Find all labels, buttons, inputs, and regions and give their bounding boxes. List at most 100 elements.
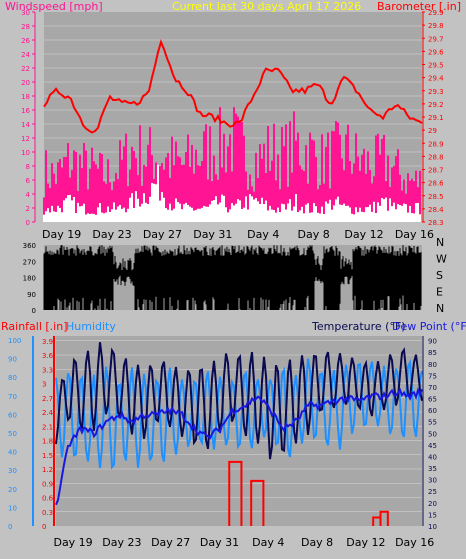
temperature-tick: 65 [428,396,437,404]
rainfall-step [379,510,389,526]
rainfall-step [228,460,243,526]
windspeed-tick: 16 [21,107,30,115]
rainfall-label: Rainfall [.in] [1,320,68,333]
temperature-tick: 10 [428,523,437,531]
temperature-tick: 35 [428,465,437,473]
temperature-tick: 45 [428,442,437,450]
barometer-tick: 29.5 [428,62,444,70]
rain-temp-axes: 0 0.3 0.6 0.9 1.2 1.5 1.8 2.1 2.4 2.7 3 3.3 3.6 3.9 0 1… [8,336,437,549]
rainfall-tick: 3.6 [42,352,54,360]
temperature-tick: 50 [428,430,437,438]
humidity-tick: 60 [8,411,17,419]
humidity-tick: 10 [8,504,17,512]
temperature-tick: 90 [428,338,437,346]
windspeed-tick: 0 [26,219,30,227]
x-tick-label: Day 12 [344,228,383,241]
windspeed-tick: 24 [21,51,30,59]
barometer-tick: 28.6 [428,180,444,188]
temperature-label: Temperature (°F) [311,320,406,333]
direction-tick: 180 [23,275,36,283]
x-tick-label: Day 8 [301,536,333,549]
humidity-tick: 30 [8,467,17,475]
wind-axes: 02468101214161820222426283028.328.428.52… [21,9,444,241]
barometer-line [43,38,423,134]
x-tick-label: Day 27 [151,536,190,549]
windspeed-tick: 20 [21,79,30,87]
x-tick-label: Day 27 [143,228,182,241]
direction-tick: 360 [23,242,36,250]
humidity-tick: 90 [8,356,17,364]
rainfall-tick: 2.4 [42,409,54,417]
temperature-line [55,342,423,460]
x-tick-label: Day 8 [298,228,330,241]
dewpoint-label: Dew Point (°F) [392,320,466,333]
rainfall-tick: 3 [42,381,46,389]
compass-label: N [436,236,444,249]
temperature-tick: 40 [428,453,437,461]
humidity-tick: 40 [8,449,17,457]
humidity-tick: 70 [8,393,17,401]
barometer-tick: 28.7 [428,167,444,175]
barometer-tick: 29.4 [428,75,444,83]
rainfall-tick: 1.8 [42,438,53,446]
humidity-tick: 0 [8,523,12,531]
barometer-tick: 28.9 [428,140,444,148]
x-tick-label: Day 31 [200,536,239,549]
direction-data [43,245,422,310]
windspeed-tick: 6 [26,177,31,185]
temperature-tick: 20 [428,500,437,508]
humidity-tick: 50 [8,430,17,438]
barometer-label: Barometer [.in] [377,0,461,13]
barometer-tick: 29 [428,127,437,135]
rainfall-step [250,479,265,526]
barometer-tick: 29.1 [428,114,444,122]
windspeed-tick: 26 [21,37,30,45]
x-tick-label: Day 19 [53,536,92,549]
temperature-tick: 85 [428,349,437,357]
temperature-tick: 70 [428,384,437,392]
windspeed-label: Windspeed [mph] [5,0,103,13]
rainfall-tick: 0 [42,523,46,531]
barometer-tick: 29.2 [428,101,444,109]
temperature-tick: 30 [428,477,437,485]
temperature-tick: 80 [428,361,437,369]
barometer-tick: 29.6 [428,48,444,56]
x-tick-label: Day 16 [395,536,434,549]
chart-title: Current last 30 days April 17 2026 [172,0,361,13]
barometer-tick: 28.5 [428,193,444,201]
humidity-tick: 20 [8,486,17,494]
rainfall-tick: 2.7 [42,395,53,403]
x-tick-label: Day 19 [42,228,81,241]
barometer-tick: 28.4 [428,206,444,214]
windspeed-tick: 14 [21,121,30,129]
x-tick-label: Day 23 [102,536,141,549]
humidity-tick: 80 [8,374,17,382]
barometer-tick: 28.8 [428,153,444,161]
barometer-tick: 29.7 [428,35,444,43]
x-tick-label: Day 23 [92,228,131,241]
wind-data [43,38,423,222]
rainfall-tick: 0.9 [42,480,53,488]
x-tick-label: Day 12 [346,536,385,549]
barometer-tick: 29.9 [428,9,444,17]
compass-label: W [436,253,447,266]
windspeed-tick: 12 [21,135,30,143]
windspeed-tick: 30 [21,9,30,17]
rainfall-tick: 0.3 [42,509,53,517]
temperature-tick: 75 [428,372,437,380]
x-tick-label: Day 4 [252,536,284,549]
rainfall-tick: 1.5 [42,452,53,460]
direction-tick: 0 [32,307,36,315]
x-tick-label: Day 31 [193,228,232,241]
windspeed-tick: 10 [21,149,30,157]
compass-label: N [436,302,444,315]
temperature-tick: 55 [428,419,437,427]
direction-tick: 90 [27,291,36,299]
rain-temp-data [55,342,423,526]
windspeed-tick: 28 [21,23,30,31]
windspeed-tick: 18 [21,93,30,101]
dewpoint-line [55,387,423,506]
temperature-tick: 15 [428,511,437,519]
